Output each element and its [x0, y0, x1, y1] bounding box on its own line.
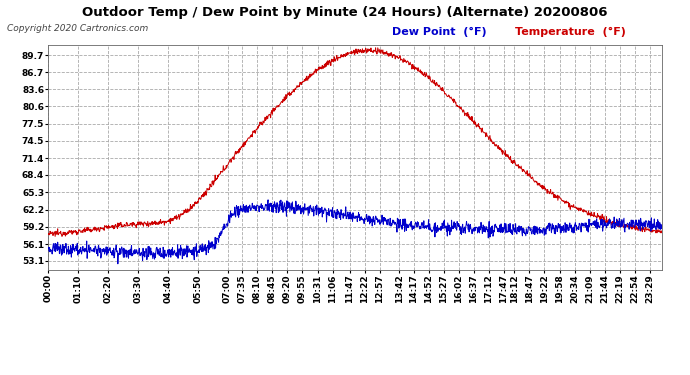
- Text: Dew Point  (°F): Dew Point (°F): [392, 27, 487, 37]
- Text: Temperature  (°F): Temperature (°F): [515, 27, 626, 37]
- Text: Outdoor Temp / Dew Point by Minute (24 Hours) (Alternate) 20200806: Outdoor Temp / Dew Point by Minute (24 H…: [82, 6, 608, 19]
- Text: Copyright 2020 Cartronics.com: Copyright 2020 Cartronics.com: [7, 24, 148, 33]
